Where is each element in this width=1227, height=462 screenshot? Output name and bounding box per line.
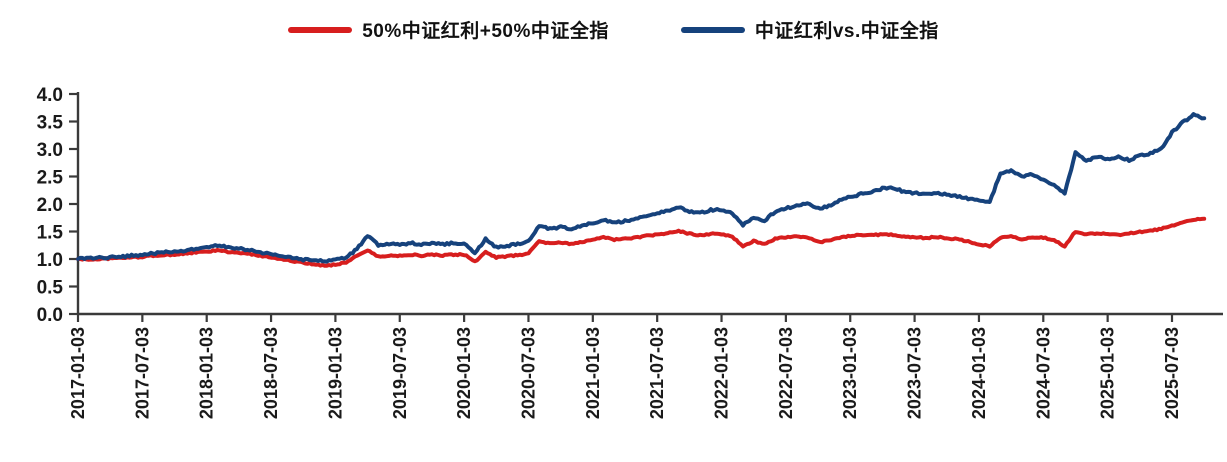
- legend: 50%中证红利+50%中证全指 中证红利vs.中证全指: [0, 16, 1227, 43]
- svg-text:2024-07-03: 2024-07-03: [1033, 327, 1053, 419]
- legend-blue-line-swatch: [680, 26, 745, 33]
- legend-item-blend-portfolio: 50%中证红利+50%中证全指: [288, 16, 609, 43]
- svg-text:3.5: 3.5: [37, 113, 64, 134]
- svg-text:2017-01-03: 2017-01-03: [68, 327, 88, 419]
- svg-text:1.0: 1.0: [37, 250, 63, 271]
- y-axis: 0.0 0.5 1.0 1.5 2.0 2.5 3.0 3.5 4.0: [37, 85, 80, 326]
- series-lines: [76, 112, 1207, 268]
- svg-text:2021-01-03: 2021-01-03: [583, 327, 603, 419]
- svg-text:2017-07-03: 2017-07-03: [132, 327, 152, 419]
- svg-text:2025-01-03: 2025-01-03: [1098, 327, 1118, 419]
- svg-text:4.0: 4.0: [37, 85, 63, 106]
- svg-text:1.5: 1.5: [37, 223, 64, 244]
- svg-text:2018-07-03: 2018-07-03: [261, 327, 281, 419]
- svg-text:2019-07-03: 2019-07-03: [390, 327, 410, 419]
- svg-text:2022-07-03: 2022-07-03: [776, 327, 796, 419]
- legend-item-relative-ratio: 中证红利vs.中证全指: [680, 16, 939, 43]
- svg-text:2023-01-03: 2023-01-03: [840, 327, 860, 419]
- svg-text:0.0: 0.0: [37, 305, 63, 326]
- svg-text:3.0: 3.0: [37, 140, 63, 161]
- svg-text:2020-07-03: 2020-07-03: [518, 327, 538, 419]
- svg-text:2025-07-03: 2025-07-03: [1162, 327, 1182, 419]
- legend-label-blend-portfolio: 50%中证红利+50%中证全指: [362, 21, 609, 42]
- x-axis: 2017-01-03 2017-07-03 2018-01-03 2018-07-03…: [68, 312, 1223, 419]
- svg-text:2.5: 2.5: [37, 168, 64, 189]
- legend-label-relative-ratio: 中证红利vs.中证全指: [754, 21, 939, 42]
- svg-text:2022-01-03: 2022-01-03: [712, 327, 732, 419]
- legend-red-line-swatch: [288, 26, 353, 33]
- svg-text:2.0: 2.0: [37, 195, 63, 216]
- svg-text:2018-01-03: 2018-01-03: [197, 327, 217, 419]
- svg-text:2023-07-03: 2023-07-03: [905, 327, 925, 419]
- svg-text:2019-01-03: 2019-01-03: [325, 327, 345, 419]
- svg-text:2021-07-03: 2021-07-03: [647, 327, 667, 419]
- svg-text:0.5: 0.5: [37, 278, 64, 299]
- svg-text:2020-01-03: 2020-01-03: [454, 327, 474, 419]
- svg-text:2024-01-03: 2024-01-03: [969, 327, 989, 419]
